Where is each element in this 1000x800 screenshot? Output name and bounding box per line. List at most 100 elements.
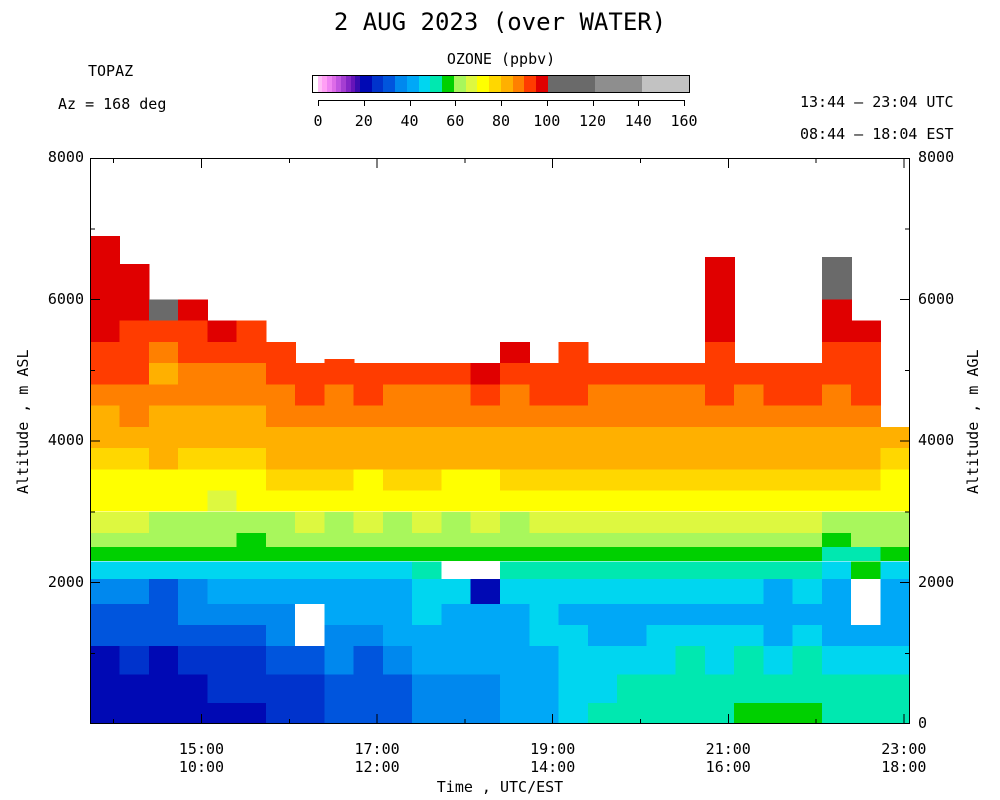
ozone-cell bbox=[441, 579, 472, 604]
ozone-cell bbox=[382, 511, 413, 533]
ozone-cell bbox=[236, 426, 267, 448]
ozone-cell bbox=[470, 469, 501, 491]
ozone-cell bbox=[236, 320, 267, 342]
ozone-cell bbox=[704, 579, 735, 604]
colorbar-tick-label: 140 bbox=[624, 112, 652, 130]
ozone-cell bbox=[295, 405, 325, 427]
ozone-cell bbox=[207, 469, 238, 491]
ozone-cell bbox=[880, 646, 910, 675]
ozone-cell bbox=[382, 547, 413, 562]
ozone-cell bbox=[295, 674, 325, 703]
colorbar-bin bbox=[317, 76, 323, 92]
colorbar-bin bbox=[336, 76, 342, 92]
ozone-cell bbox=[441, 561, 472, 579]
ozone-cell bbox=[178, 469, 208, 491]
ozone-cell bbox=[236, 646, 267, 675]
ozone-cell bbox=[412, 533, 443, 548]
ozone-cell bbox=[90, 278, 121, 300]
ozone-cell bbox=[675, 448, 706, 470]
ozone-cell bbox=[441, 469, 472, 491]
ozone-cell bbox=[295, 384, 325, 406]
ozone-cell bbox=[295, 426, 325, 448]
ozone-cell bbox=[821, 278, 852, 300]
ozone-cell bbox=[295, 646, 325, 675]
ozone-cell bbox=[675, 674, 706, 703]
ozone-cell bbox=[295, 363, 325, 385]
ozone-cell bbox=[880, 561, 910, 579]
colorbar-tick-mark bbox=[638, 100, 640, 106]
ozone-cell bbox=[734, 469, 764, 491]
ozone-cell bbox=[441, 511, 472, 533]
ozone-cell bbox=[324, 561, 355, 579]
ozone-cell bbox=[470, 547, 501, 562]
ozone-cell bbox=[470, 674, 501, 703]
ozone-cell bbox=[207, 547, 238, 562]
ozone-cell bbox=[704, 405, 735, 427]
colorbar-bin bbox=[345, 76, 351, 92]
colorbar-tick-label: 0 bbox=[313, 112, 323, 130]
ozone-cell bbox=[675, 469, 706, 491]
ozone-cell bbox=[851, 469, 882, 491]
ozone-cell bbox=[412, 426, 443, 448]
colorbar-tick-mark bbox=[592, 100, 594, 106]
ozone-cell bbox=[851, 624, 882, 647]
ozone-cell bbox=[178, 511, 208, 533]
x-tick-label-est: 12:00 bbox=[354, 758, 400, 776]
ozone-cell bbox=[236, 533, 267, 548]
ozone-cell bbox=[646, 490, 677, 512]
ozone-cell bbox=[558, 603, 589, 625]
ozone-cell bbox=[646, 469, 677, 491]
ozone-cell bbox=[412, 561, 443, 579]
ozone-cell bbox=[148, 299, 179, 321]
instrument-label: TOPAZ bbox=[88, 62, 134, 80]
ozone-cell bbox=[265, 363, 296, 385]
ozone-cell bbox=[148, 363, 179, 385]
ozone-cell bbox=[704, 363, 735, 385]
ozone-cell bbox=[470, 646, 501, 675]
ozone-cell bbox=[500, 405, 530, 427]
ozone-cell bbox=[587, 405, 618, 427]
ozone-cell bbox=[207, 579, 238, 604]
ozone-cell bbox=[324, 579, 355, 604]
ozone-cell bbox=[558, 533, 589, 548]
colorbar-bin bbox=[453, 76, 466, 92]
ozone-cell bbox=[851, 320, 882, 342]
ozone-cell bbox=[441, 426, 472, 448]
x-tick-label-utc: 21:00 bbox=[705, 740, 751, 758]
ozone-cell bbox=[675, 624, 706, 647]
ozone-cell bbox=[646, 624, 677, 647]
ozone-cell bbox=[763, 363, 794, 385]
ozone-cell bbox=[119, 426, 150, 448]
ozone-cell bbox=[470, 384, 501, 406]
ozone-cell bbox=[207, 405, 238, 427]
ozone-cell bbox=[295, 603, 325, 625]
ozone-cell bbox=[148, 702, 179, 724]
ozone-cell bbox=[529, 579, 560, 604]
ozone-cell bbox=[500, 533, 530, 548]
ozone-cell bbox=[851, 363, 882, 385]
ozone-cell bbox=[119, 603, 150, 625]
ozone-cell bbox=[675, 646, 706, 675]
ozone-cell bbox=[821, 341, 852, 364]
utc-range-label: 13:44 – 23:04 UTC bbox=[800, 93, 954, 111]
ozone-cell bbox=[617, 405, 647, 427]
ozone-cell bbox=[265, 547, 296, 562]
ozone-cell bbox=[295, 448, 325, 470]
ozone-cell bbox=[851, 490, 882, 512]
ozone-cell bbox=[441, 674, 472, 703]
ozone-cell bbox=[617, 511, 647, 533]
colorbar-tick-label: 160 bbox=[670, 112, 698, 130]
colorbar-bin bbox=[500, 76, 513, 92]
ozone-cell bbox=[470, 579, 501, 604]
ozone-cell bbox=[90, 384, 121, 406]
ozone-cell bbox=[324, 603, 355, 625]
ozone-cell bbox=[763, 405, 794, 427]
ozone-cell bbox=[90, 624, 121, 647]
ozone-cell bbox=[353, 646, 384, 675]
ozone-cell bbox=[851, 702, 882, 724]
ozone-cell bbox=[412, 363, 443, 385]
ozone-cell bbox=[792, 646, 823, 675]
ozone-cell bbox=[821, 448, 852, 470]
ozone-cell bbox=[646, 674, 677, 703]
colorbar-tick-mark bbox=[318, 100, 319, 106]
